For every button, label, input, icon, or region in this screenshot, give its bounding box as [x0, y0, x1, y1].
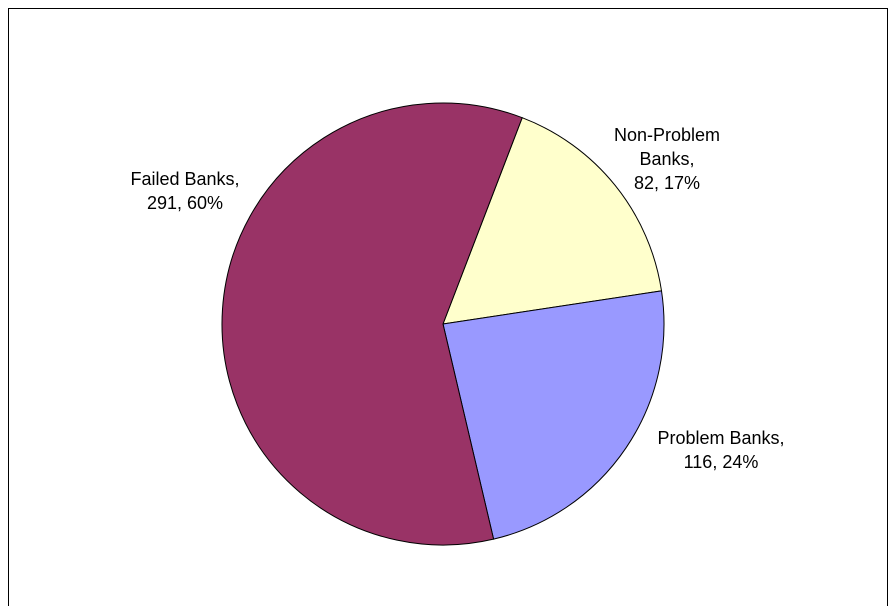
- pie-slice-problem-banks: [442, 290, 665, 540]
- chart-frame: Failed Banks, 291, 60% Non-Problem Banks, 82…: [8, 8, 888, 606]
- pie-slice-non-problem-banks: [442, 117, 663, 325]
- data-label-line: 291, 60%: [147, 193, 223, 213]
- pie-chart: Failed Banks, 291, 60% Non-Problem Banks, 82…: [130, 102, 785, 546]
- data-label-non-problem-banks: Non-Problem Banks, 82, 17%: [614, 125, 720, 193]
- data-label-failed-banks: Failed Banks, 291, 60%: [130, 169, 239, 213]
- data-label-line: 82, 17%: [634, 173, 700, 193]
- data-label-line: Non-Problem: [614, 125, 720, 145]
- data-label-line: 116, 24%: [684, 452, 759, 472]
- data-label-line: Problem Banks,: [657, 428, 784, 448]
- data-label-problem-banks: Problem Banks, 116, 24%: [657, 428, 784, 472]
- data-label-line: Banks,: [639, 149, 694, 169]
- pie-slice-failed-banks: [221, 102, 523, 546]
- data-label-line: Failed Banks,: [130, 169, 239, 189]
